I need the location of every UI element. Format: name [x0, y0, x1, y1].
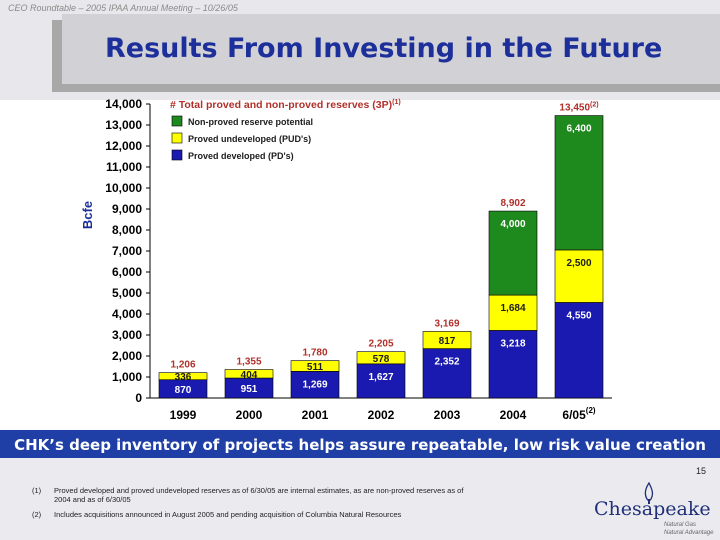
- footnote-2: (2) Includes acquisitions announced in Au…: [32, 510, 512, 519]
- footnote-1-text: Proved developed and proved undeveloped …: [54, 486, 464, 504]
- data-label: 404: [241, 370, 258, 381]
- title-box: [62, 14, 720, 84]
- y-tick-label: 10,000: [105, 181, 142, 195]
- total-label: 3,169: [434, 318, 459, 329]
- logo-tagline-2: Natural Advantage: [664, 530, 714, 536]
- footer: [0, 458, 720, 540]
- y-tick-label: 5,000: [112, 286, 142, 300]
- data-label: 3,218: [500, 338, 525, 349]
- bar-segment: [554, 302, 604, 399]
- bar-segment: [422, 348, 472, 399]
- category-label: 6/05(2): [562, 406, 595, 422]
- data-label: 578: [373, 354, 390, 365]
- legend-label: Non-proved reserve potential: [188, 117, 313, 127]
- data-label: 1,684: [500, 303, 525, 314]
- total-label: 8,902: [500, 198, 525, 209]
- total-label: 2,205: [368, 339, 393, 350]
- y-tick-label: 6,000: [112, 265, 142, 279]
- bar-segment: [488, 210, 538, 296]
- legend-swatch: [171, 132, 183, 144]
- y-tick-label: 12,000: [105, 139, 142, 153]
- bar-segment: [356, 363, 406, 399]
- y-tick-label: 13,000: [105, 118, 142, 132]
- total-label-superscript: (2): [590, 102, 599, 109]
- category-label-superscript: (2): [586, 406, 596, 415]
- legend-label: Proved developed (PD's): [188, 151, 294, 161]
- category-label: 2003: [434, 408, 461, 422]
- logo-tagline-1: Natural Gas: [664, 522, 697, 528]
- page-number: 15: [695, 466, 706, 476]
- total-label: 1,355: [236, 357, 261, 368]
- y-tick-label: 1,000: [112, 370, 142, 384]
- bar-segment: [488, 294, 538, 331]
- y-tick-label: 4,000: [112, 307, 142, 321]
- category-label: 1999: [170, 408, 197, 422]
- category-label: 2000: [236, 408, 263, 422]
- y-tick-label: 3,000: [112, 328, 142, 342]
- page-title: Results From Investing in the Future: [105, 33, 663, 64]
- data-label: 336: [175, 372, 192, 383]
- flame-icon: [644, 482, 654, 504]
- footnote-2-number: (2): [32, 510, 42, 519]
- logo-wordmark: Chesapeake: [594, 498, 711, 520]
- y-tick-label: 8,000: [112, 223, 142, 237]
- data-label: 870: [175, 385, 192, 396]
- data-label: 6,400: [566, 124, 591, 135]
- takeaway-banner: CHK’s deep inventory of projects helps a…: [0, 430, 720, 458]
- footnote-1: (1) Proved developed and proved undevelop…: [32, 486, 472, 504]
- data-label: 2,500: [566, 258, 591, 269]
- data-label: 4,000: [500, 219, 525, 230]
- total-label: 13,450(2): [559, 102, 598, 114]
- category-label: 2001: [302, 408, 329, 422]
- chesapeake-logo: Chesapeake Natural Gas Natural Advantage: [594, 482, 714, 538]
- y-tick-label: 9,000: [112, 202, 142, 216]
- data-label: 1,269: [302, 379, 327, 390]
- total-label: 1,206: [170, 360, 195, 371]
- data-label: 817: [439, 336, 456, 347]
- data-label: 2,352: [434, 357, 459, 368]
- legend-title: # Total proved and non-proved reserves (…: [170, 99, 401, 111]
- data-label: 951: [241, 384, 258, 395]
- bar-segment: [290, 360, 340, 372]
- legend-label: Proved undeveloped (PUD's): [188, 134, 311, 144]
- legend-swatch: [171, 149, 183, 161]
- category-label: 2002: [368, 408, 395, 422]
- category-label: 2004: [500, 408, 527, 422]
- legend-title-superscript: (1): [392, 99, 401, 106]
- legend-swatch: [171, 115, 183, 127]
- y-tick-label: 11,000: [106, 160, 142, 174]
- total-label: 1,780: [302, 348, 327, 359]
- bar-segment: [224, 369, 274, 379]
- reserves-chart: 0 1,000 2,000 3,000 4,000 5,000 6,000 7,000 8,00…: [80, 97, 612, 422]
- header-note: CEO Roundtable – 2005 IPAA Annual Meetin…: [8, 3, 238, 13]
- bar-segment: [422, 331, 472, 349]
- data-label: 511: [307, 362, 324, 373]
- y-axis-label: Bcfe: [80, 201, 95, 229]
- data-label: 4,550: [566, 310, 591, 321]
- bar-segment: [158, 372, 208, 381]
- bar-segment: [356, 351, 406, 365]
- data-label: 1,627: [368, 372, 393, 383]
- y-tick-label: 14,000: [105, 97, 142, 111]
- footnote-2-text: Includes acquisitions announced in Augus…: [54, 510, 402, 519]
- bar-segment: [290, 371, 340, 399]
- y-tick-label: 2,000: [112, 349, 142, 363]
- bar-segment: [554, 115, 604, 251]
- footnote-1-number: (1): [32, 486, 42, 495]
- y-tick-label: 7,000: [112, 244, 142, 258]
- bar-segment: [488, 330, 538, 399]
- bar-segment: [554, 249, 604, 303]
- y-tick-label: 0: [135, 391, 142, 405]
